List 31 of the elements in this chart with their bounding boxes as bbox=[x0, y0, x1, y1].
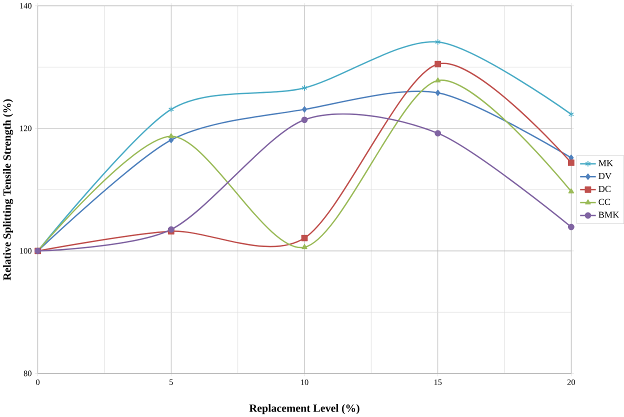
legend-label: BMK bbox=[598, 212, 620, 218]
point bbox=[168, 133, 174, 138]
point bbox=[301, 234, 308, 242]
point bbox=[302, 244, 308, 249]
point bbox=[168, 106, 174, 112]
point bbox=[435, 90, 440, 96]
point bbox=[434, 130, 442, 136]
point bbox=[302, 84, 308, 92]
y-tick-label: 80 bbox=[24, 370, 32, 376]
point bbox=[434, 60, 442, 68]
legend-label: DV bbox=[598, 172, 612, 180]
y-tick-label: 100 bbox=[20, 248, 32, 254]
point bbox=[435, 77, 441, 82]
x-tick-label: 5 bbox=[170, 379, 173, 385]
point bbox=[302, 106, 308, 112]
x-tick-label: 20 bbox=[567, 379, 576, 385]
legend-label: MK bbox=[598, 160, 614, 166]
x-axis-title: Replacement Level (%) bbox=[249, 404, 360, 414]
point bbox=[435, 38, 441, 46]
point bbox=[568, 224, 574, 230]
y-tick-label: 140 bbox=[20, 2, 32, 9]
point bbox=[568, 188, 574, 194]
y-axis-title: Relative Splitting Tensile Strength (%) bbox=[3, 99, 14, 280]
point bbox=[568, 159, 574, 166]
x-tick-label: 0 bbox=[36, 379, 40, 385]
y-tick-label: 120 bbox=[20, 125, 32, 132]
x-tick-label: 15 bbox=[434, 379, 442, 385]
legend-label: CC bbox=[598, 198, 610, 205]
x-tick-label: 10 bbox=[301, 379, 308, 385]
legend-label: DC bbox=[598, 186, 611, 192]
point bbox=[301, 116, 308, 123]
